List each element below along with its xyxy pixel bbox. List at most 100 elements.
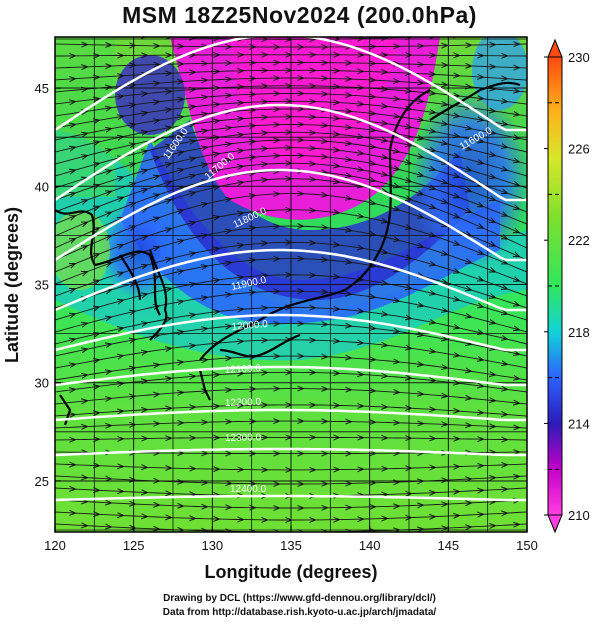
wind-arrow	[107, 317, 111, 318]
wind-arrow	[371, 297, 375, 298]
wind-arrow	[143, 170, 147, 171]
streamline	[55, 499, 527, 509]
contour-label: 12000.0	[231, 319, 268, 333]
wind-arrow	[71, 147, 75, 148]
wind-arrow	[491, 133, 495, 134]
wind-arrow	[83, 272, 87, 274]
wind-arrow	[491, 221, 495, 223]
x-axis-ticks: 120 125 130 135 140 145 150	[44, 526, 538, 553]
wind-arrow	[479, 205, 483, 207]
colorbar-tick-label: 210	[568, 508, 590, 523]
wind-arrow	[107, 191, 111, 192]
wind-arrow	[371, 180, 375, 181]
wind-arrow	[179, 332, 183, 333]
wind-arrow	[203, 164, 207, 165]
wind-arrow	[167, 127, 171, 128]
x-tick-label: 125	[123, 538, 145, 553]
y-tick-label: 35	[35, 278, 49, 293]
streamline	[55, 108, 527, 141]
wind-arrow	[143, 189, 147, 190]
wind-arrow	[479, 141, 483, 142]
wind-arrow	[131, 203, 135, 205]
wind-arrow	[203, 329, 207, 330]
wind-arrow	[515, 304, 519, 305]
wind-arrow	[515, 138, 519, 139]
wind-arrow	[191, 107, 195, 108]
wind-arrow	[419, 138, 423, 139]
wind-arrow	[179, 170, 183, 171]
wind-arrow	[503, 262, 507, 264]
contour-label: 12100.0	[225, 363, 262, 376]
wind-arrow	[515, 279, 519, 281]
wind-arrow	[467, 343, 471, 344]
wind-arrow	[455, 243, 459, 245]
wind-arrow	[419, 305, 423, 306]
contour-line	[55, 168, 527, 262]
wind-arrow	[215, 121, 219, 122]
wind-arrow	[371, 234, 375, 235]
y-tick-label: 30	[35, 376, 49, 391]
wind-arrow	[131, 183, 135, 184]
wind-arrow	[383, 157, 387, 158]
wind-arrow	[71, 193, 75, 194]
credit-data: Data from http://database.rish.kyoto-u.a…	[162, 607, 437, 618]
wind-arrow	[383, 252, 387, 253]
wind-arrow	[143, 236, 147, 237]
x-tick-label: 140	[359, 538, 381, 553]
wind-arrow	[443, 124, 447, 125]
wind-arrow	[71, 364, 75, 365]
wind-arrow	[395, 239, 399, 240]
wind-arrow	[503, 389, 507, 390]
streamline	[55, 475, 527, 485]
wind-arrow	[95, 228, 99, 230]
wind-arrow	[215, 280, 219, 281]
wind-arrow	[83, 156, 87, 157]
credit-drawing: Drawing by DCL (https://www.gfd-dennou.o…	[163, 593, 436, 604]
wind-arrow	[347, 159, 351, 160]
wind-arrow	[443, 367, 447, 368]
wind-arrow	[479, 120, 483, 121]
wind-arrow	[371, 147, 375, 148]
y-tick-label: 40	[35, 179, 49, 194]
wind-arrow	[215, 217, 219, 218]
wind-arrow	[143, 294, 147, 295]
wind-arrow	[71, 339, 75, 340]
wind-arrow	[383, 140, 387, 141]
contour-line	[55, 447, 527, 457]
wind-arrow	[119, 328, 123, 329]
wind-arrow	[515, 161, 519, 162]
wind-arrow	[335, 166, 339, 167]
wind-arrow	[515, 114, 519, 115]
wind-arrow	[179, 187, 183, 188]
contour-line	[55, 37, 527, 132]
wind-arrow	[179, 240, 183, 241]
wind-arrow	[203, 204, 207, 205]
wind-arrow	[155, 120, 159, 121]
x-tick-label: 135	[280, 538, 302, 553]
wind-arrow	[191, 222, 195, 223]
colorbar-tick-label: 230	[568, 50, 590, 65]
wind-arrow	[479, 386, 483, 387]
wind-arrow	[443, 339, 447, 340]
wind-arrow	[395, 301, 399, 302]
wind-arrow	[191, 141, 195, 142]
wind-arrow	[107, 129, 111, 130]
streamline	[55, 225, 527, 285]
streamline	[55, 290, 527, 333]
wind-arrow	[215, 154, 219, 155]
wind-arrow	[191, 124, 195, 125]
wind-arrow	[347, 230, 351, 231]
wind-arrow	[335, 182, 339, 183]
wind-arrow	[467, 316, 471, 317]
wind-arrow	[95, 307, 99, 308]
wind-arrow	[359, 248, 363, 249]
wind-arrow	[167, 164, 171, 165]
x-tick-label: 130	[201, 538, 223, 553]
wind-arrow	[95, 254, 99, 256]
wind-arrow	[107, 263, 111, 264]
wind-arrow	[431, 322, 435, 323]
wind-arrow	[467, 128, 471, 129]
wind-arrow	[467, 211, 471, 213]
wind-arrow	[395, 169, 399, 170]
wind-arrow	[419, 175, 423, 176]
